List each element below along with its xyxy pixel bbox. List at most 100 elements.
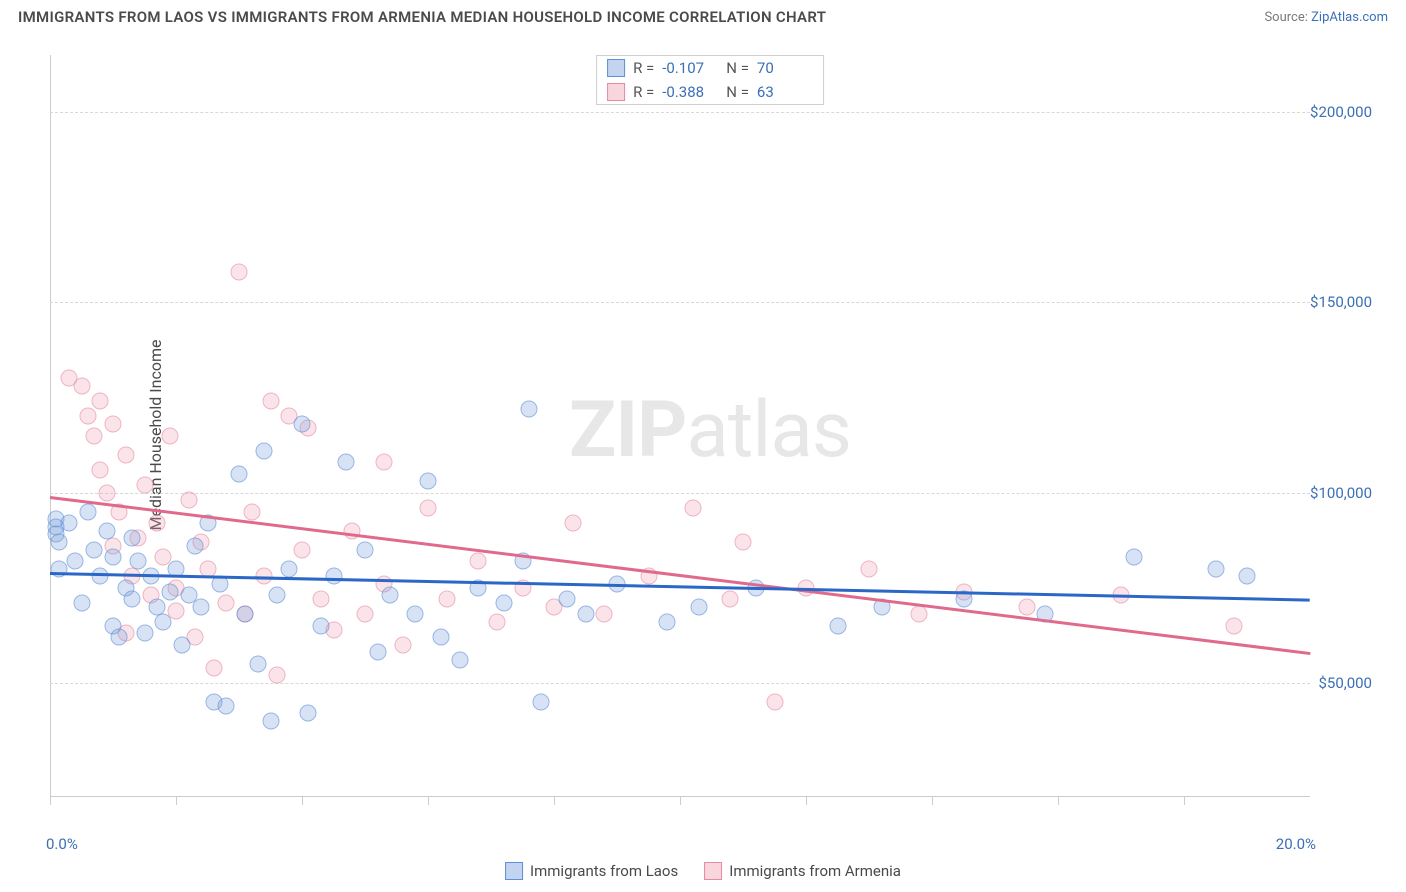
legend-swatch-armenia-icon: [704, 862, 722, 880]
legend-item-armenia: Immigrants from Armenia: [704, 862, 901, 880]
x-tick-max: 20.0%: [1276, 835, 1316, 853]
legend-label-armenia: Immigrants from Armenia: [729, 862, 901, 880]
data-point-armenia: [684, 499, 701, 516]
x-tick: [50, 797, 51, 805]
data-point-laos: [1125, 549, 1142, 566]
data-point-laos: [558, 591, 575, 608]
data-point-laos: [357, 541, 374, 558]
data-point-armenia: [470, 553, 487, 570]
data-point-armenia: [231, 263, 248, 280]
data-point-laos: [218, 697, 235, 714]
data-point-laos: [495, 594, 512, 611]
stats-n-label: N =: [726, 59, 749, 77]
data-point-laos: [520, 400, 537, 417]
stats-row-armenia: R = -0.388 N = 63: [597, 80, 823, 104]
data-point-laos: [174, 636, 191, 653]
gridline-h: [50, 112, 1310, 113]
data-point-armenia: [98, 484, 115, 501]
chart-title: IMMIGRANTS FROM LAOS VS IMMIGRANTS FROM …: [18, 8, 826, 26]
data-point-armenia: [766, 693, 783, 710]
data-point-laos: [420, 473, 437, 490]
data-point-armenia: [438, 591, 455, 608]
stats-r-armenia: -0.388: [662, 83, 718, 101]
data-point-laos: [300, 705, 317, 722]
data-point-laos: [123, 591, 140, 608]
data-point-laos: [294, 416, 311, 433]
y-tick-label: $100,000: [1310, 484, 1372, 502]
source-link[interactable]: ZipAtlas.com: [1311, 10, 1388, 25]
data-point-laos: [312, 617, 329, 634]
data-point-armenia: [205, 659, 222, 676]
x-tick-min: 0.0%: [46, 835, 78, 853]
swatch-laos-icon: [607, 59, 625, 77]
data-point-laos: [105, 549, 122, 566]
data-point-armenia: [161, 427, 178, 444]
data-point-armenia: [420, 499, 437, 516]
data-point-laos: [111, 629, 128, 646]
y-tick-label: $150,000: [1310, 293, 1372, 311]
data-point-laos: [186, 537, 203, 554]
data-point-armenia: [596, 606, 613, 623]
data-point-laos: [451, 652, 468, 669]
data-point-armenia: [149, 515, 166, 532]
data-point-laos: [829, 617, 846, 634]
watermark-atlas: atlas: [686, 385, 851, 476]
data-point-laos: [256, 442, 273, 459]
data-point-laos: [325, 568, 342, 585]
title-bar: IMMIGRANTS FROM LAOS VS IMMIGRANTS FROM …: [0, 0, 1406, 30]
data-point-laos: [281, 560, 298, 577]
data-point-laos: [161, 583, 178, 600]
data-point-armenia: [375, 454, 392, 471]
plot-region: Median Household Income ZIPatlas R = -0.…: [50, 55, 1370, 815]
x-tick: [554, 797, 555, 805]
bottom-legend: Immigrants from Laos Immigrants from Arm…: [505, 862, 901, 880]
data-point-laos: [130, 553, 147, 570]
data-point-armenia: [79, 408, 96, 425]
data-point-armenia: [294, 541, 311, 558]
stats-n-label: N =: [726, 83, 749, 101]
data-point-armenia: [117, 446, 134, 463]
stats-r-label: R =: [633, 83, 654, 101]
data-point-laos: [86, 541, 103, 558]
data-point-laos: [92, 568, 109, 585]
data-point-laos: [79, 503, 96, 520]
data-point-armenia: [243, 503, 260, 520]
data-point-laos: [51, 534, 68, 551]
x-tick: [680, 797, 681, 805]
legend-item-laos: Immigrants from Laos: [505, 862, 678, 880]
data-point-armenia: [735, 534, 752, 551]
data-point-laos: [73, 594, 90, 611]
y-tick-label: $50,000: [1318, 674, 1372, 692]
data-point-laos: [60, 515, 77, 532]
data-point-laos: [231, 465, 248, 482]
x-tick: [1058, 797, 1059, 805]
data-point-armenia: [357, 606, 374, 623]
data-point-laos: [533, 693, 550, 710]
stats-n-laos: 70: [757, 59, 813, 77]
data-point-laos: [382, 587, 399, 604]
x-tick: [428, 797, 429, 805]
data-point-armenia: [911, 606, 928, 623]
data-point-armenia: [92, 393, 109, 410]
gridline-h: [50, 302, 1310, 303]
data-point-laos: [577, 606, 594, 623]
data-point-armenia: [92, 461, 109, 478]
data-point-laos: [690, 598, 707, 615]
data-point-laos: [407, 606, 424, 623]
data-point-laos: [369, 644, 386, 661]
data-point-laos: [1207, 560, 1224, 577]
swatch-armenia-icon: [607, 83, 625, 101]
stats-row-laos: R = -0.107 N = 70: [597, 56, 823, 80]
data-point-laos: [432, 629, 449, 646]
source: Source: ZipAtlas.com: [1264, 10, 1388, 25]
y-axis-line: [50, 55, 51, 797]
stats-r-laos: -0.107: [662, 59, 718, 77]
data-point-laos: [338, 454, 355, 471]
data-point-laos: [1239, 568, 1256, 585]
data-point-laos: [659, 613, 676, 630]
data-point-armenia: [86, 427, 103, 444]
stats-r-label: R =: [633, 59, 654, 77]
data-point-armenia: [73, 378, 90, 395]
y-tick-label: $200,000: [1310, 103, 1372, 121]
data-point-laos: [193, 598, 210, 615]
